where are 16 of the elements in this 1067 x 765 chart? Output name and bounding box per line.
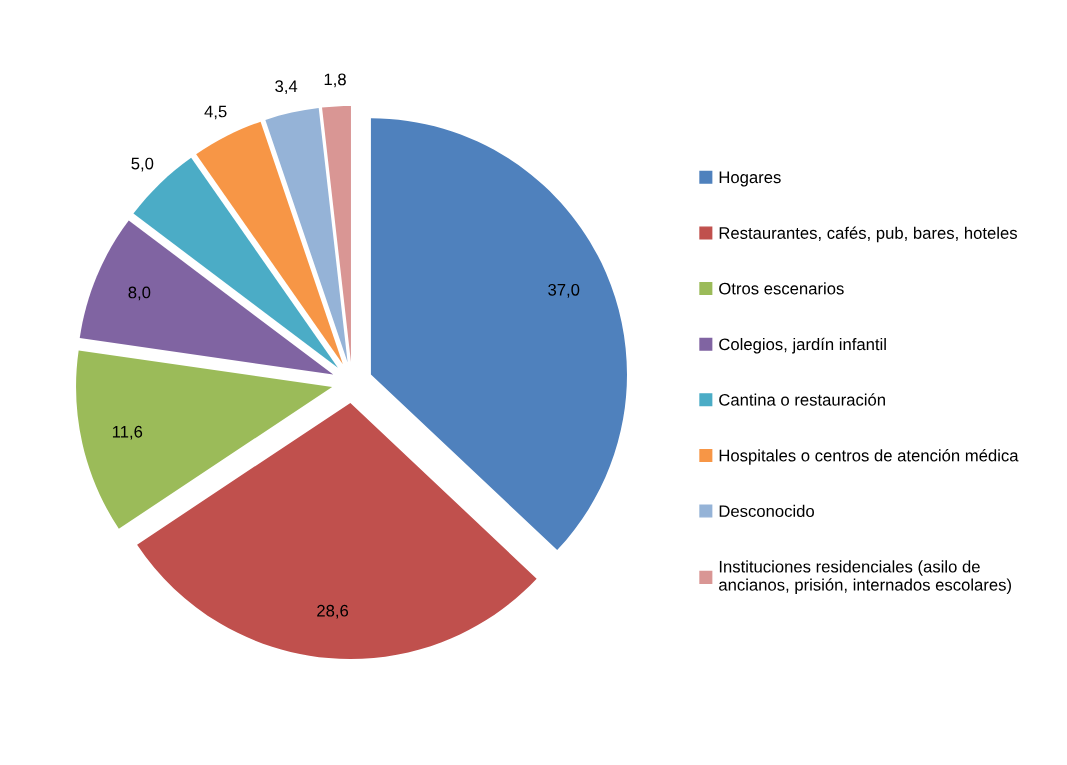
legend-label: Restaurantes, cafés, pub, bares, hoteles	[719, 226, 1017, 243]
data-label: 3,4	[275, 80, 298, 95]
data-label: 37,0	[548, 283, 580, 298]
data-label: 1,8	[324, 73, 346, 88]
data-label: 28,6	[317, 604, 349, 619]
data-label: 4,5	[204, 105, 227, 120]
data-label: 5,0	[131, 157, 154, 172]
legend-label: Otros escenarios	[719, 282, 844, 295]
legend-label: Desconocido	[719, 504, 814, 518]
legend-label: Cantina o restauración	[719, 393, 885, 406]
data-label: 11,6	[112, 425, 143, 440]
legend-label: Hogares	[719, 171, 781, 187]
data-label: 8,0	[128, 286, 151, 301]
legend-label: Instituciones residenciales (asilo de ancianos, prisión, internados escolares)	[719, 560, 1011, 595]
legend-label: Colegios, jardín infantil	[719, 337, 886, 354]
legend-label: Hospitales o centros de atención médica	[719, 449, 1019, 465]
